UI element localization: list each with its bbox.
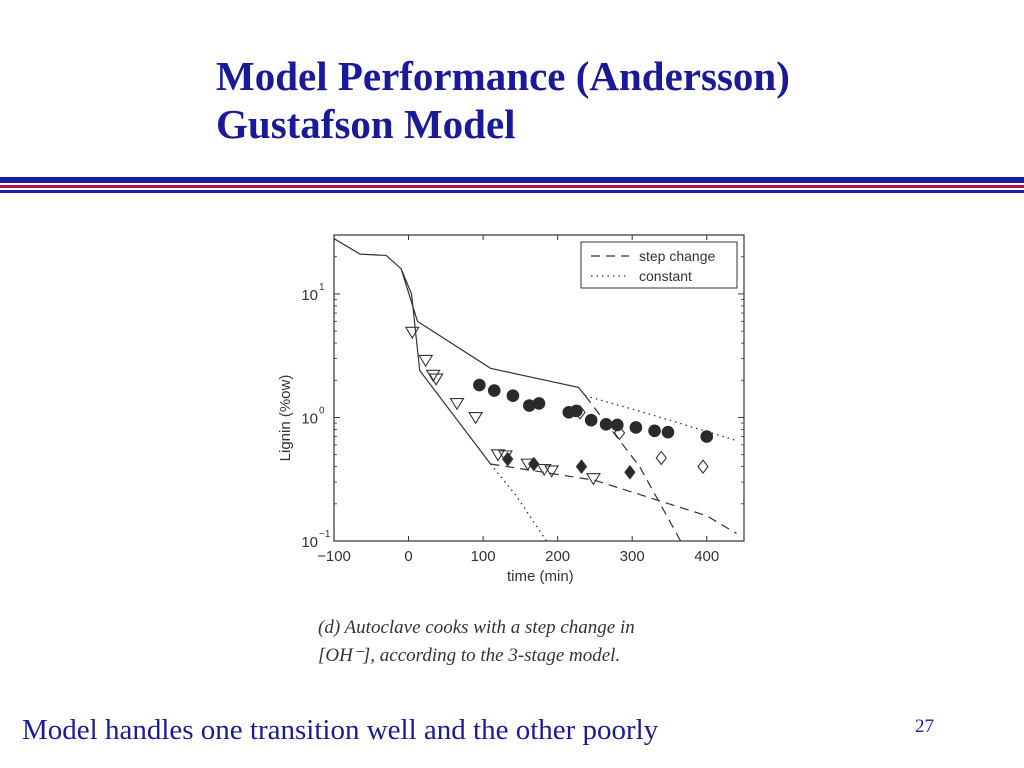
- series-line-dashed-3: [490, 463, 737, 535]
- data-point-open-diamond: [655, 450, 667, 466]
- y-tick-label: 10: [301, 534, 318, 551]
- x-tick-label: 100: [471, 548, 496, 565]
- title-divider-red: [0, 185, 1024, 188]
- data-point-open-triangle-down: [428, 373, 444, 386]
- caption-line-1: (d) Autoclave cooks with a step change i…: [318, 617, 635, 638]
- data-point-filled-circle: [506, 389, 520, 403]
- x-tick-label: 0: [404, 548, 412, 565]
- title-divider-blue-bottom: [0, 190, 1024, 193]
- y-tick-label: 10: [301, 287, 318, 304]
- data-point-open-diamond: [613, 425, 626, 441]
- figure: −100 0 100 200 300 400 10 −1 10 0 10 1 time (min) Lig…: [262, 222, 762, 592]
- data-point-filled-circle: [629, 421, 643, 434]
- x-tick-label: 300: [620, 548, 645, 565]
- plot-area: [334, 238, 737, 541]
- data-point-filled-circle: [700, 430, 714, 443]
- data-point-open-triangle-down: [418, 354, 434, 368]
- x-tick-label: 400: [694, 548, 719, 565]
- data-point-open-triangle-down: [544, 465, 560, 478]
- data-point-filled-diamond: [575, 459, 588, 475]
- data-point-filled-diamond: [528, 456, 540, 472]
- data-point-filled-circle: [661, 425, 675, 439]
- series-line-dotted-4: [585, 395, 737, 442]
- page-number: 27: [915, 716, 934, 737]
- data-point-open-triangle-down: [585, 473, 601, 486]
- data-point-open-triangle-down: [449, 397, 465, 411]
- series-line-solid-1: [400, 268, 492, 465]
- data-point-filled-circle: [584, 413, 598, 427]
- data-point-filled-diamond: [501, 451, 514, 467]
- figure-caption: (d) Autoclave cooks with a step change i…: [318, 614, 635, 670]
- title-line-2: Gustafson Model: [216, 101, 516, 147]
- series-line-solid-0: [334, 238, 586, 397]
- legend-box: [580, 241, 738, 289]
- title-line-1: Model Performance (Andersson): [216, 53, 790, 99]
- x-tick-label: −100: [317, 548, 351, 565]
- slide-title: Model Performance (Andersson) Gustafson …: [216, 52, 790, 148]
- y-tick-exponent: 1: [319, 282, 325, 293]
- title-divider-blue-top: [0, 177, 1024, 183]
- legend-label: step change: [639, 248, 715, 264]
- y-axis-label: Lignin (%ow): [277, 375, 294, 462]
- y-tick-exponent: −1: [319, 529, 331, 540]
- data-point-filled-circle: [487, 384, 501, 397]
- data-point-open-triangle-down: [468, 412, 484, 425]
- data-point-filled-circle: [532, 397, 546, 410]
- data-point-open-diamond: [574, 404, 586, 420]
- data-point-filled-circle: [599, 418, 613, 431]
- caption-line-2: [OH⁻], according to the 3-stage model.: [318, 645, 621, 666]
- y-tick-exponent: 0: [319, 405, 325, 416]
- data-point-open-triangle-down: [425, 369, 441, 383]
- x-axis-label: time (min): [507, 568, 574, 585]
- data-point-open-triangle-down: [404, 326, 420, 340]
- x-tick-label: 200: [545, 548, 570, 565]
- data-point-filled-circle: [648, 424, 661, 438]
- legend-label: constant: [639, 268, 692, 284]
- data-point-filled-diamond: [624, 464, 636, 480]
- series-line-dashed-2: [584, 395, 682, 541]
- plot-frame: [333, 234, 745, 542]
- series-line-dotted-5: [490, 463, 547, 541]
- footer-note: Model handles one transition well and th…: [22, 714, 659, 746]
- data-point-open-diamond: [697, 459, 709, 475]
- data-point-filled-circle: [473, 378, 486, 392]
- y-tick-label: 10: [301, 410, 318, 427]
